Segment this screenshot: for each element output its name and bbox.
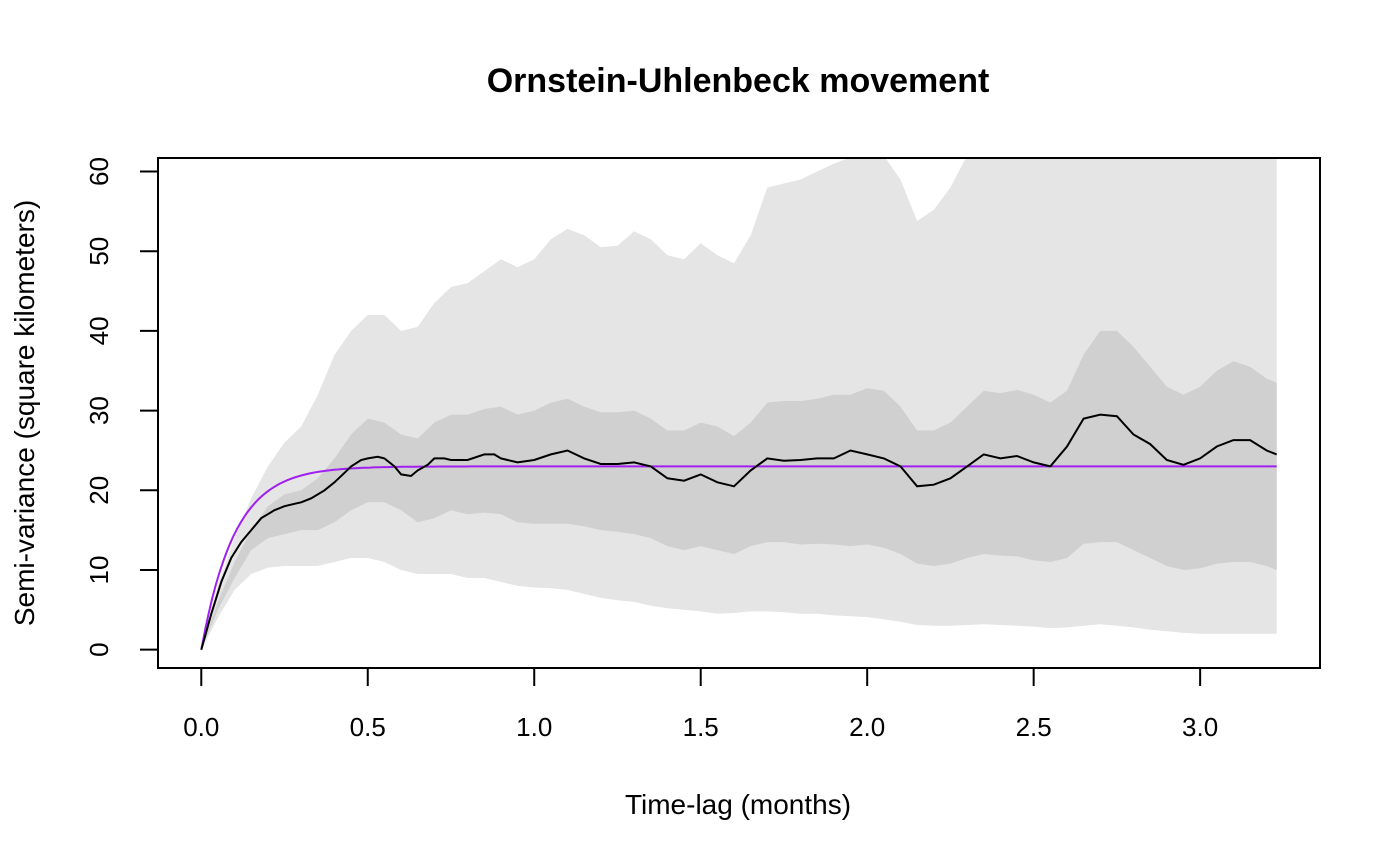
y-tick-label: 40 — [84, 316, 114, 345]
x-tick-label: 3.0 — [1182, 712, 1218, 742]
x-axis: 0.0 0.5 1.0 1.5 2.0 2.5 3.0 — [183, 667, 1218, 742]
x-tick-label: 1.0 — [516, 712, 552, 742]
y-tick-label: 60 — [84, 157, 114, 186]
x-tick-label: 0.0 — [183, 712, 219, 742]
inner-confidence-band — [201, 330, 1277, 650]
x-tick-label: 0.5 — [350, 712, 386, 742]
y-tick-label: 30 — [84, 396, 114, 425]
plot-area — [200, 158, 1278, 650]
y-tick-label: 50 — [84, 237, 114, 266]
y-tick-label: 10 — [84, 556, 114, 585]
y-tick-label: 0 — [84, 642, 114, 656]
y-tick-label: 20 — [84, 476, 114, 505]
y-axis: 0 10 20 30 40 50 60 — [84, 157, 159, 657]
empirical-semivariance-line — [200, 413, 1278, 650]
x-axis-label: Time-lag (months) — [625, 789, 851, 820]
chart-title: Ornstein-Uhlenbeck movement — [487, 62, 990, 100]
model-semivariance-line — [200, 465, 1277, 650]
y-axis-label: Semi-variance (square kilometers) — [9, 200, 40, 626]
x-tick-label: 2.0 — [849, 712, 885, 742]
x-tick-label: 1.5 — [683, 712, 719, 742]
x-tick-label: 2.5 — [1016, 712, 1052, 742]
